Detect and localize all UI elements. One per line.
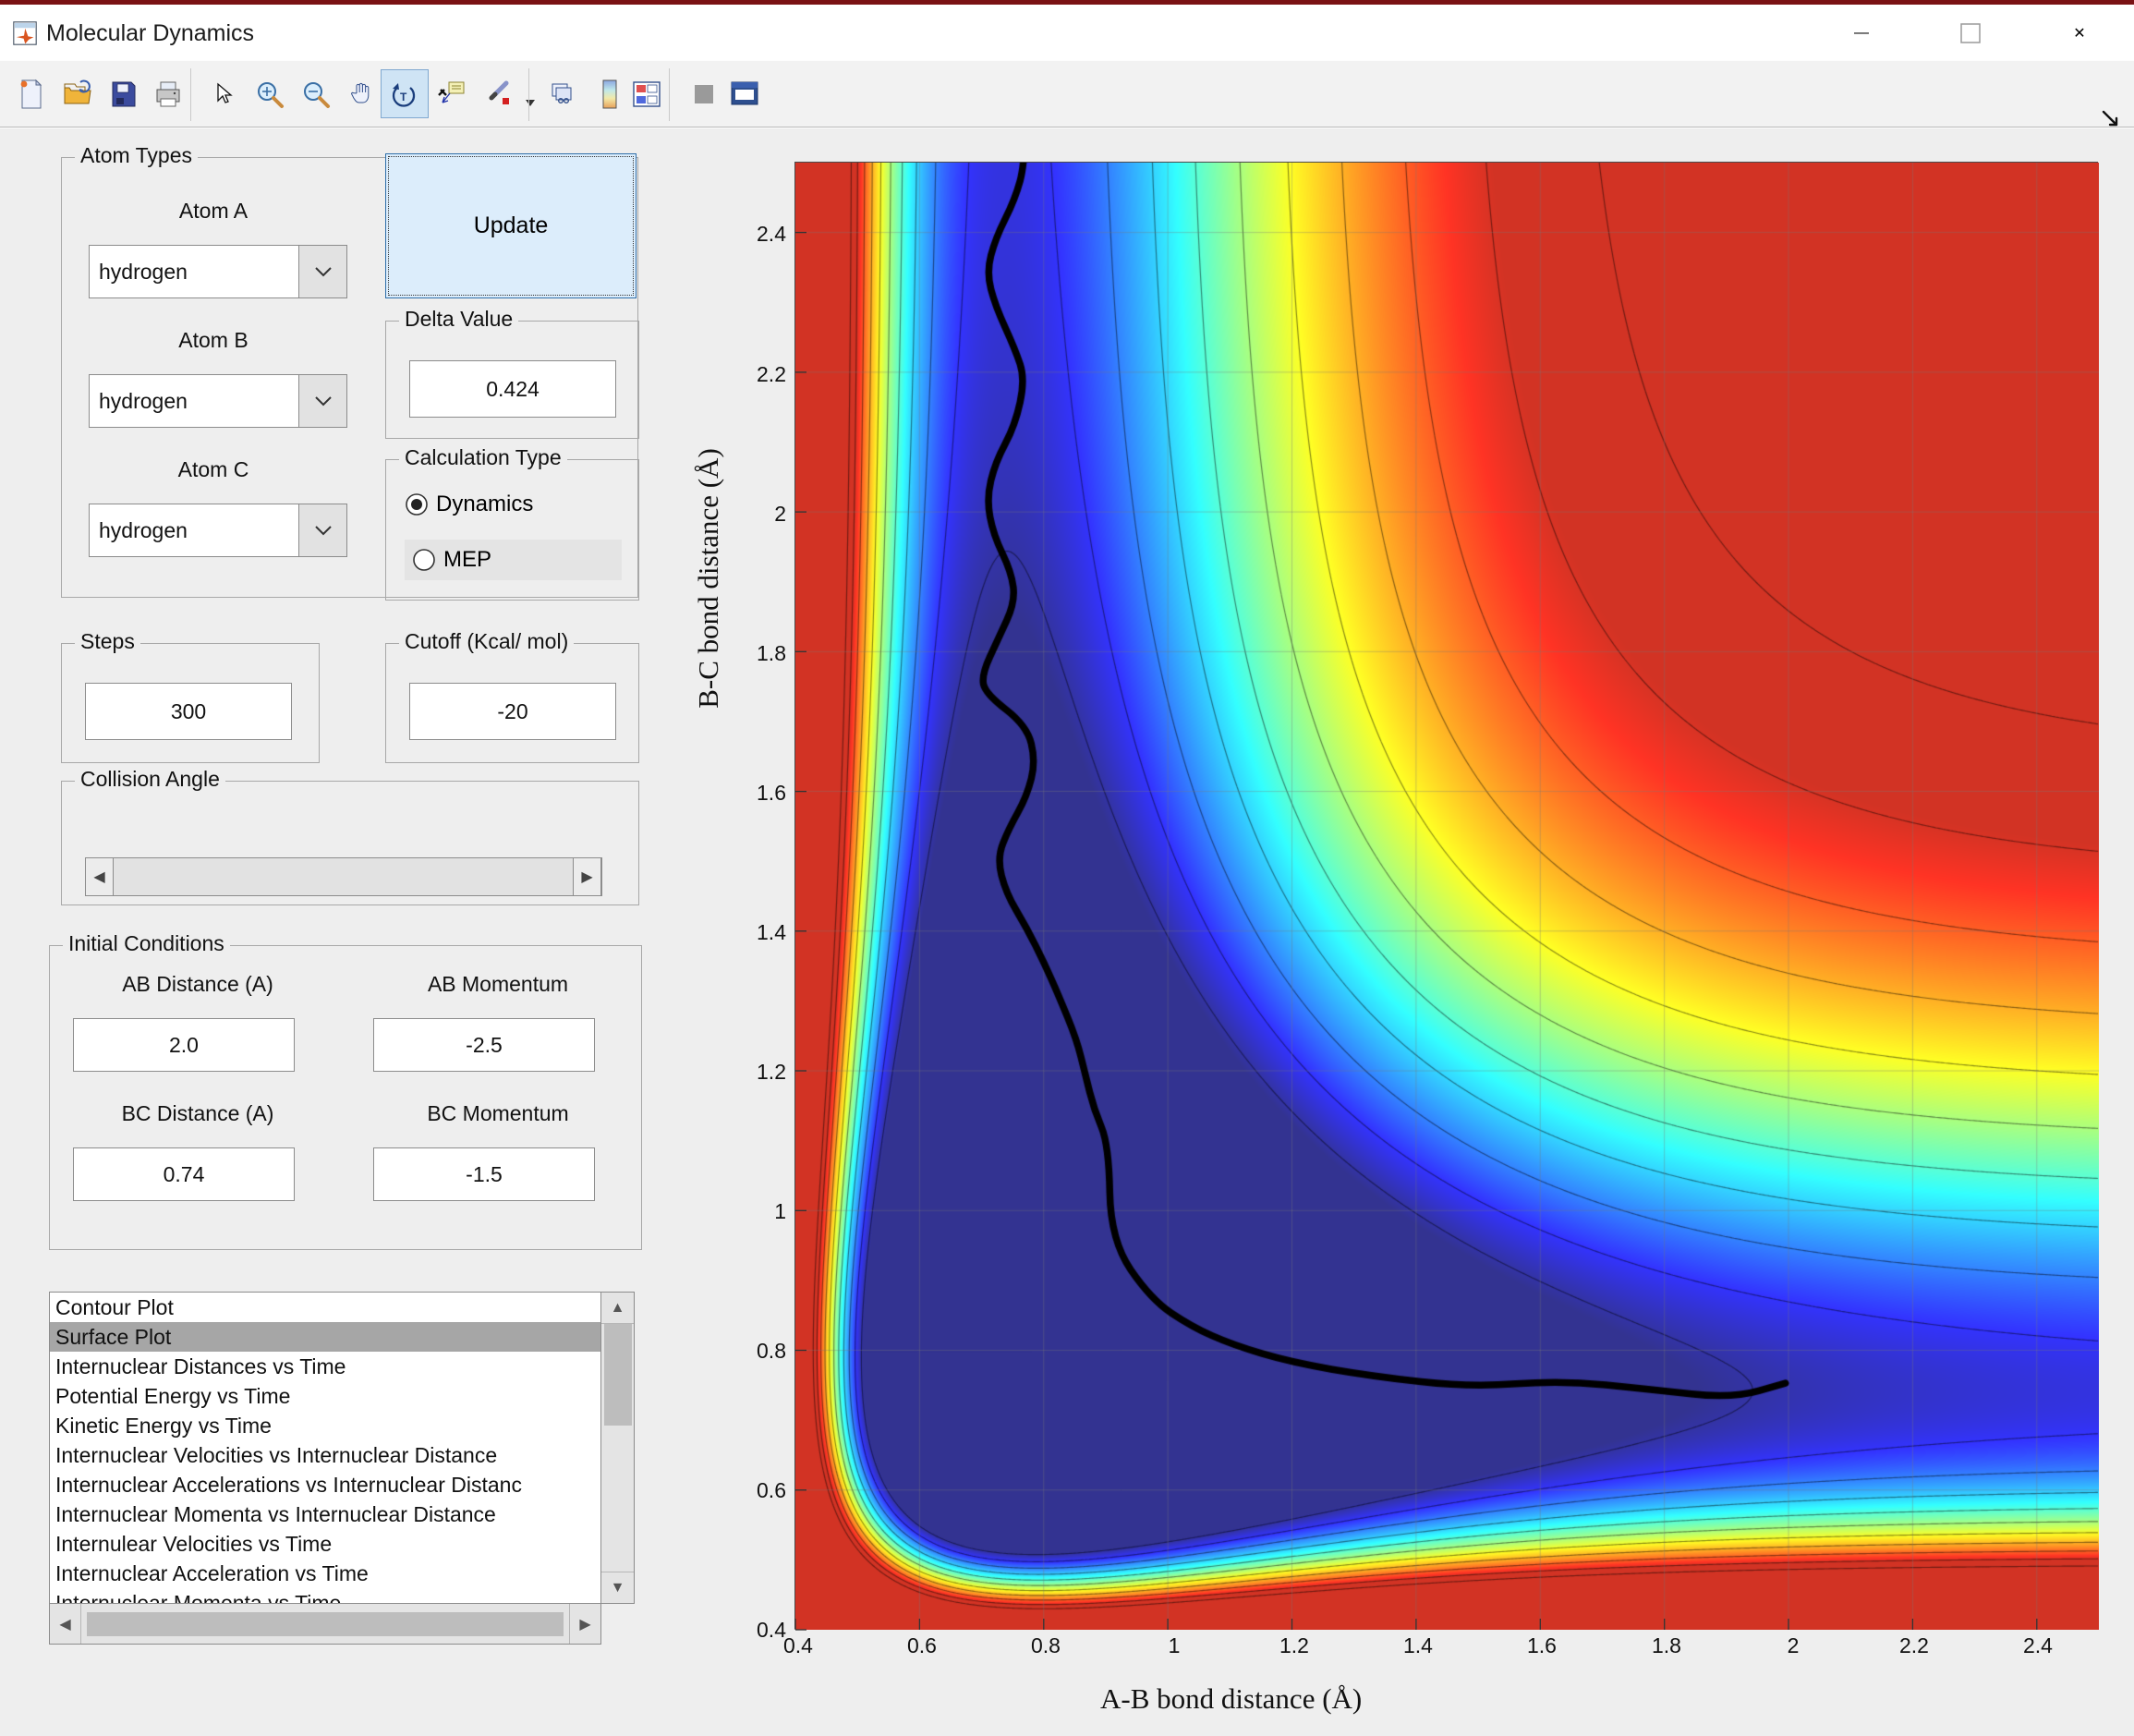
svg-text:T: T (400, 91, 407, 103)
